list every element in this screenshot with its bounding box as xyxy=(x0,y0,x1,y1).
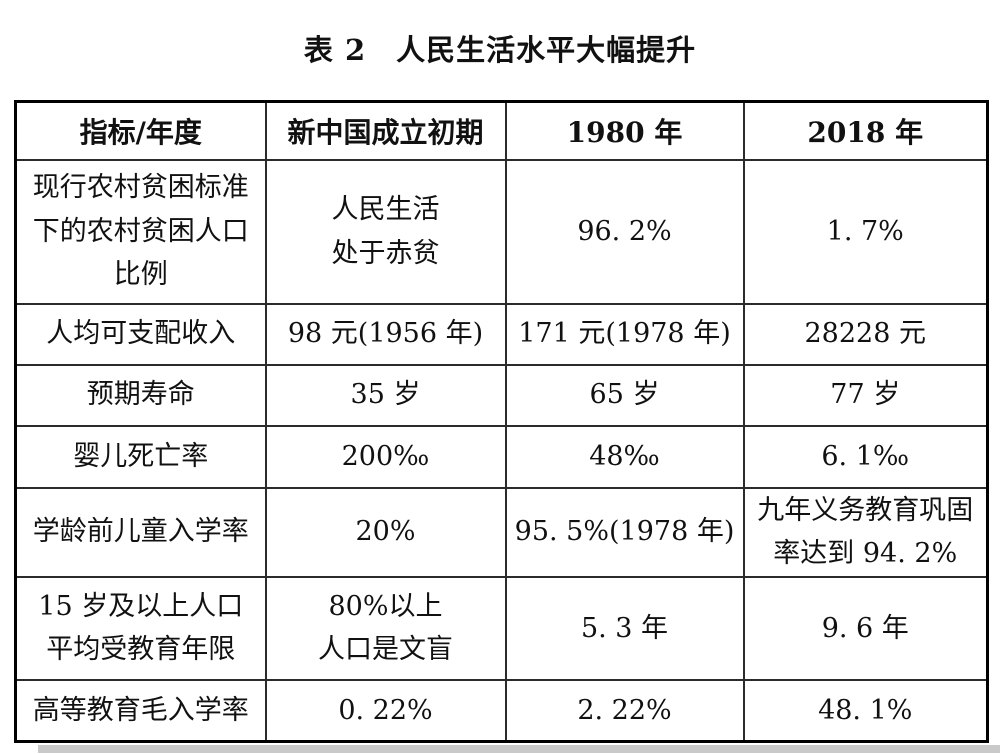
cell-indicator: 人均可支配收入 xyxy=(14,302,267,366)
living-standards-table: 指标/年度 新中国成立初期 1980 年 2018 年 现行农村贫困标准 下的农… xyxy=(14,100,989,744)
column-header-early-prc: 新中国成立初期 xyxy=(264,100,507,161)
cell-2018: 9. 6 年 xyxy=(742,575,989,681)
cell-early-prc: 0. 22% xyxy=(264,678,507,743)
table-caption: 表 2 人民生活水平大幅提升 xyxy=(303,33,697,67)
cell-1980: 48‰ xyxy=(504,424,745,489)
table-row: 预期寿命 35 岁 65 岁 77 岁 xyxy=(14,363,989,427)
table-row: 婴儿死亡率 200‰ 48‰ 6. 1‰ xyxy=(14,424,989,489)
column-header-2018: 2018 年 xyxy=(742,100,989,161)
table-row: 15 岁及以上人口 平均受教育年限 80%以上 人口是文盲 5. 3 年 9. … xyxy=(14,575,989,681)
cell-indicator: 学龄前儿童入学率 xyxy=(14,486,267,578)
cell-indicator: 现行农村贫困标准 下的农村贫困人口 比例 xyxy=(14,158,267,305)
cell-1980: 5. 3 年 xyxy=(504,575,745,681)
cell-1980: 65 岁 xyxy=(504,363,745,427)
cell-2018: 48. 1% xyxy=(742,678,989,743)
cell-indicator: 15 岁及以上人口 平均受教育年限 xyxy=(14,575,267,681)
table-row: 人均可支配收入 98 元(1956 年) 171 元(1978 年) 28228… xyxy=(14,302,989,366)
cell-indicator: 高等教育毛入学率 xyxy=(14,678,267,743)
header-row: 指标/年度 新中国成立初期 1980 年 2018 年 xyxy=(14,100,989,161)
cell-indicator: 婴儿死亡率 xyxy=(14,424,267,489)
cell-2018: 九年义务教育巩固 率达到 94. 2% xyxy=(742,486,989,578)
next-table-edge xyxy=(38,745,1000,753)
cell-indicator: 预期寿命 xyxy=(14,363,267,427)
cell-early-prc: 35 岁 xyxy=(264,363,507,427)
cell-1980: 95. 5%(1978 年) xyxy=(504,486,745,578)
table-row: 高等教育毛入学率 0. 22% 2. 22% 48. 1% xyxy=(14,678,989,743)
column-header-1980: 1980 年 xyxy=(504,100,745,161)
cell-early-prc: 200‰ xyxy=(264,424,507,489)
cell-2018: 6. 1‰ xyxy=(742,424,989,489)
cell-2018: 1. 7% xyxy=(742,158,989,305)
table-row: 现行农村贫困标准 下的农村贫困人口 比例 人民生活 处于赤贫 96. 2% 1.… xyxy=(14,158,989,305)
cell-1980: 2. 22% xyxy=(504,678,745,743)
column-header-indicator: 指标/年度 xyxy=(14,100,267,161)
cell-early-prc: 98 元(1956 年) xyxy=(264,302,507,366)
cell-1980: 171 元(1978 年) xyxy=(504,302,745,366)
cell-early-prc: 人民生活 处于赤贫 xyxy=(264,158,507,305)
cell-2018: 77 岁 xyxy=(742,363,989,427)
table-row: 学龄前儿童入学率 20% 95. 5%(1978 年) 九年义务教育巩固 率达到… xyxy=(14,486,989,578)
cell-2018: 28228 元 xyxy=(742,302,989,366)
cell-early-prc: 80%以上 人口是文盲 xyxy=(264,575,507,681)
cell-early-prc: 20% xyxy=(264,486,507,578)
cell-1980: 96. 2% xyxy=(504,158,745,305)
